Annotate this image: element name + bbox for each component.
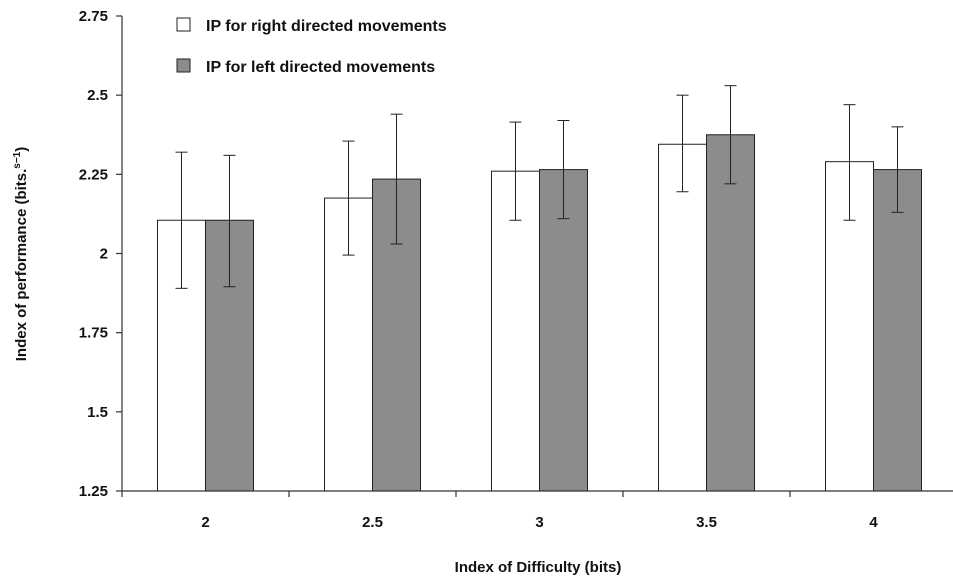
y-tick-label: 2.75: [79, 8, 108, 25]
y-tick-label: 1.5: [87, 404, 108, 421]
error-bar: [676, 94, 689, 193]
x-axis-title: Index of Difficulty (bits): [455, 559, 622, 576]
legend: IP for right directed movements IP for l…: [176, 17, 447, 76]
x-tick-label: 2.5: [362, 514, 383, 531]
error-bar: [724, 85, 737, 185]
bar-left-directed: [539, 169, 588, 492]
error-bar: [223, 154, 236, 288]
error-bar: [557, 120, 570, 220]
error-bar: [509, 121, 522, 221]
error-bar: [342, 140, 355, 256]
legend-label-right: IP for right directed movements: [206, 18, 447, 35]
x-tick-label: 4: [869, 514, 878, 531]
legend-swatch-left: [176, 58, 191, 73]
y-tick-label: 2.25: [79, 166, 108, 183]
y-tick-label: 1.75: [79, 325, 108, 342]
error-bar: [891, 126, 904, 213]
y-axis-ticks: 1.25 1.5 1.75 2 2.25 2.5 2.75: [79, 8, 122, 500]
x-tick-label: 3: [535, 514, 543, 531]
x-axis-ticks: 2 2.5 3 3.5 4: [121, 491, 878, 531]
x-tick-label: 3.5: [696, 514, 717, 531]
y-tick-label: 2: [100, 246, 108, 263]
bar-left-directed: [706, 134, 755, 492]
error-bar: [175, 151, 188, 289]
y-axis-title-main: Index of performance (bits.: [13, 169, 30, 362]
bar-right-directed: [658, 143, 707, 492]
error-bar: [843, 104, 856, 221]
y-tick-label: 1.25: [79, 483, 108, 500]
bar-left-directed: [873, 169, 922, 492]
y-axis-title: Index of performance (bits.s−1): [12, 147, 30, 362]
legend-swatch-right: [176, 17, 191, 32]
bar-right-directed: [491, 170, 540, 492]
bars: [157, 134, 922, 492]
y-axis-title-close: ): [13, 147, 30, 152]
error-bar: [390, 113, 403, 245]
y-axis-title-superscript: s−1: [12, 151, 23, 168]
x-tick-label: 2: [201, 514, 209, 531]
error-bars: [175, 85, 904, 289]
legend-label-left: IP for left directed movements: [206, 59, 435, 76]
y-tick-label: 2.5: [87, 87, 108, 104]
